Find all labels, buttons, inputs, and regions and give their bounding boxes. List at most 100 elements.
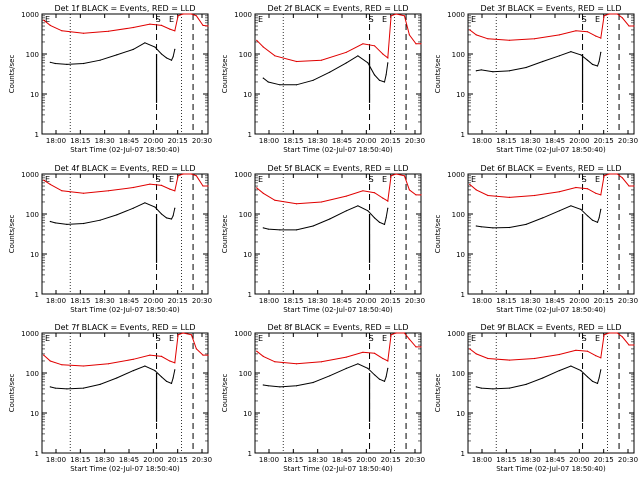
- saa-marker-label: S: [156, 334, 161, 343]
- y-tick-label: 100: [26, 211, 39, 219]
- data-point: [558, 370, 560, 372]
- data-point: [492, 227, 494, 229]
- y-tick-label: 1000: [234, 11, 252, 19]
- data-point: [177, 175, 179, 177]
- data-point: [475, 189, 477, 191]
- data-point: [373, 217, 376, 219]
- x-tick-label: 20:30: [405, 456, 425, 464]
- series-line-lld: [256, 332, 421, 365]
- x-tick-label: 18:45: [119, 297, 139, 305]
- x-tick-label: 20:00: [569, 137, 589, 145]
- data-point: [177, 15, 179, 17]
- y-tick-label: 1000: [447, 330, 465, 338]
- data-point: [475, 225, 477, 227]
- data-point: [345, 367, 347, 369]
- data-point: [190, 13, 192, 15]
- data-point: [403, 332, 405, 334]
- x-tick-label: 20:30: [405, 137, 425, 145]
- x-axis-label: Start Time (02-Jul-07 18:50:40): [70, 146, 180, 154]
- data-point: [149, 23, 151, 25]
- data-point: [395, 173, 397, 175]
- data-point: [174, 369, 176, 371]
- x-tick-label: 18:30: [308, 297, 328, 305]
- x-tick-label: 18:45: [545, 137, 565, 145]
- x-tick-label: 20:00: [569, 456, 589, 464]
- data-point: [262, 384, 264, 386]
- x-tick-label: 18:30: [308, 137, 328, 145]
- x-tick-label: 20:30: [618, 456, 638, 464]
- data-point: [345, 62, 347, 64]
- data-point: [49, 61, 51, 63]
- y-tick-label: 100: [239, 211, 252, 219]
- data-point: [154, 370, 156, 372]
- plot-panel-3: Det 3f BLACK = Events, RED = LLD 1 10 100 10…: [434, 4, 638, 154]
- plot-title: Det 1f BLACK = Events, RED = LLD: [54, 4, 195, 13]
- eclipse-marker-label: E: [169, 334, 174, 343]
- data-point: [373, 352, 376, 354]
- data-point: [61, 364, 63, 366]
- data-point: [165, 217, 168, 219]
- data-point: [274, 55, 276, 57]
- data-point: [160, 53, 163, 55]
- data-point: [603, 15, 605, 17]
- saa-marker-label: S: [369, 334, 374, 343]
- data-point: [608, 332, 610, 334]
- y-tick-label: 10: [456, 91, 465, 99]
- y-tick-label: 1: [35, 450, 39, 458]
- x-tick-label: 18:00: [472, 137, 492, 145]
- data-point: [596, 382, 599, 384]
- data-point: [320, 361, 322, 363]
- data-point: [403, 175, 405, 177]
- data-point: [279, 229, 281, 231]
- data-point: [357, 363, 359, 365]
- data-point: [320, 59, 322, 61]
- data-point: [174, 48, 176, 51]
- data-point: [408, 34, 410, 36]
- series-line-events: [476, 205, 602, 229]
- x-tick-label: 20:30: [618, 297, 638, 305]
- plot-title: Det 3f BLACK = Events, RED = LLD: [480, 4, 621, 13]
- x-axis-label: Start Time (02-Jul-07 18:50:40): [70, 306, 180, 314]
- x-tick-label: 20:15: [594, 297, 614, 305]
- data-point: [207, 25, 209, 27]
- x-tick-label: 18:45: [332, 137, 352, 145]
- data-point: [202, 185, 204, 187]
- plot-frame: [467, 173, 635, 295]
- eclipse-marker-label: E: [382, 15, 387, 24]
- series-line-lld: [256, 173, 421, 205]
- x-tick-label: 20:00: [356, 137, 376, 145]
- data-point: [262, 355, 264, 357]
- x-axis-label: Start Time (02-Jul-07 18:50:40): [496, 146, 606, 154]
- data-point: [172, 215, 174, 217]
- data-point: [169, 360, 171, 362]
- data-point: [295, 385, 298, 387]
- data-point: [385, 217, 387, 219]
- series-line-events: [50, 202, 176, 225]
- data-point: [82, 222, 85, 225]
- data-point: [475, 386, 477, 388]
- data-point: [367, 367, 369, 369]
- data-point: [61, 190, 63, 192]
- data-point: [600, 369, 602, 371]
- y-tick-label: 1: [35, 291, 39, 299]
- data-point: [415, 346, 417, 348]
- x-tick-label: 18:15: [70, 137, 90, 145]
- corner-marker-label: E: [471, 15, 476, 24]
- data-point: [591, 380, 594, 382]
- y-tick-label: 100: [26, 51, 39, 59]
- saa-marker-label: S: [582, 334, 587, 343]
- data-point: [598, 217, 600, 219]
- plot-panel-9: Det 9f BLACK = Events, RED = LLD 1 10 100 10…: [434, 323, 638, 473]
- data-point: [345, 51, 347, 53]
- data-point: [373, 74, 376, 76]
- data-point: [508, 387, 511, 389]
- data-point: [542, 217, 544, 219]
- data-point: [420, 43, 422, 45]
- plot-frame: [41, 173, 209, 295]
- data-point: [66, 223, 68, 225]
- y-tick-label: 100: [239, 51, 252, 59]
- x-tick-label: 18:45: [545, 297, 565, 305]
- data-point: [82, 32, 85, 34]
- y-axis-label: Counts/sec: [8, 374, 16, 413]
